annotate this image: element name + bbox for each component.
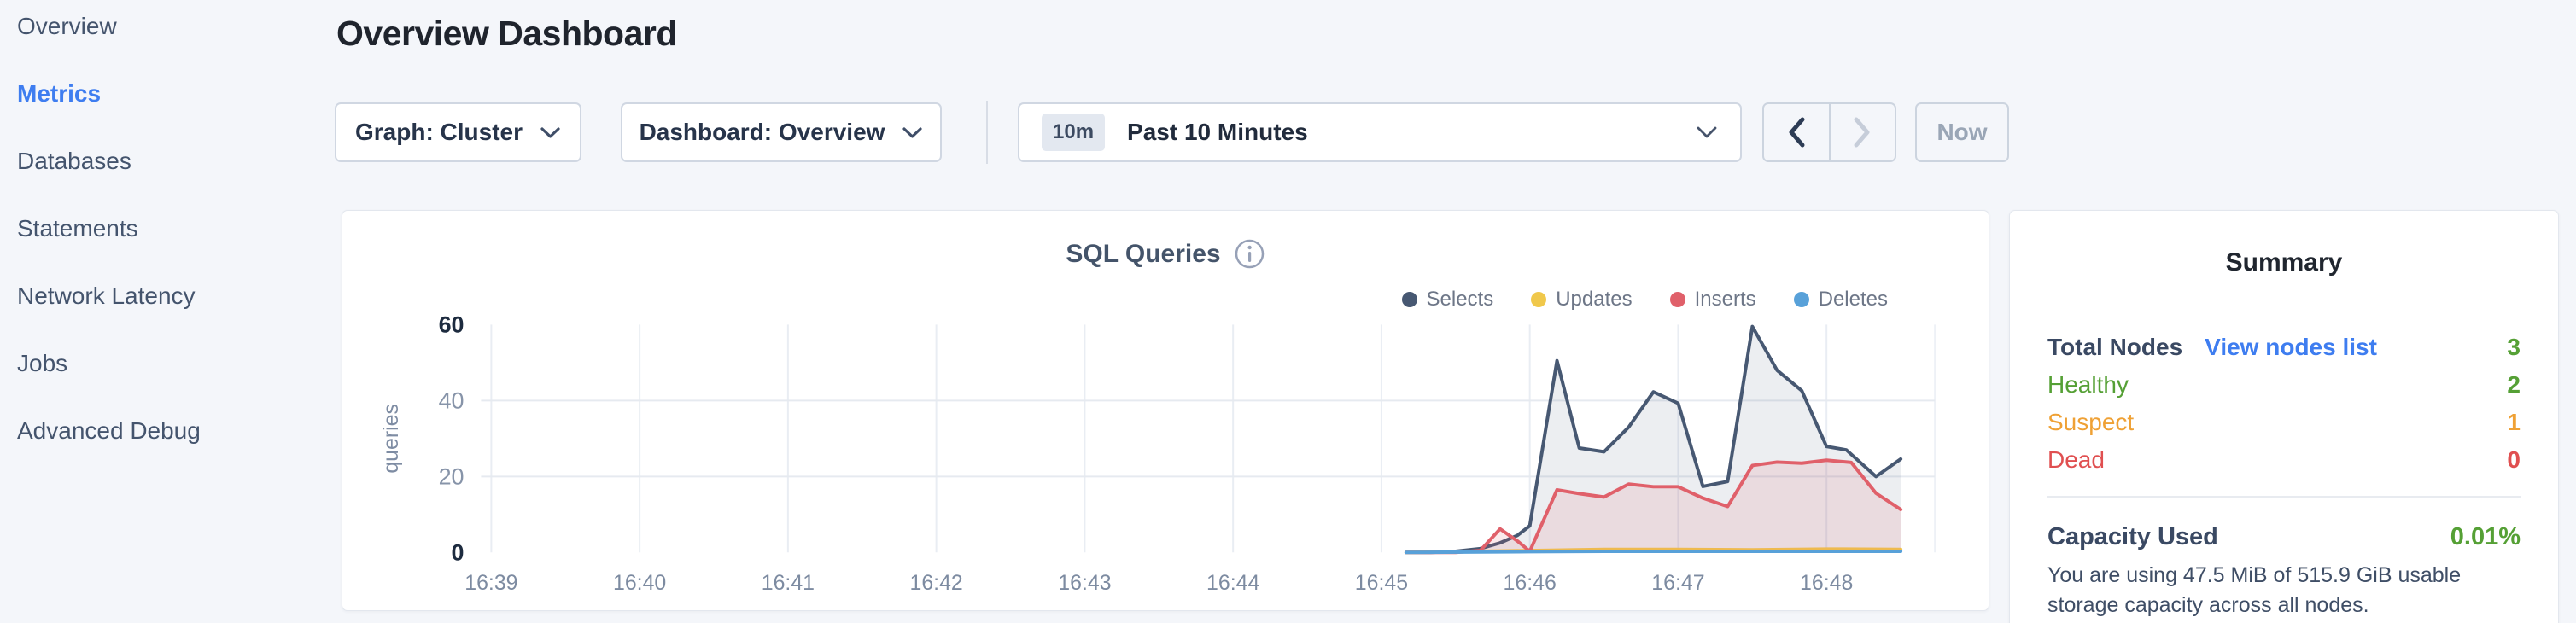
chevron-down-icon <box>902 126 923 139</box>
svg-text:queries: queries <box>379 404 403 474</box>
capacity-used-value: 0.01% <box>2450 522 2521 550</box>
chart-legend: Selects Updates Inserts Deletes <box>1401 288 1888 312</box>
healthy-nodes-row: Healthy 2 <box>2047 366 2521 404</box>
sidebar-item-overview[interactable]: Overview <box>17 12 117 39</box>
summary-title: Summary <box>2225 248 2343 277</box>
chart-title: SQL Queries <box>1066 239 1221 268</box>
svg-text:0: 0 <box>452 539 464 565</box>
chevron-right-icon <box>1851 116 1873 148</box>
healthy-label: Healthy <box>2047 371 2129 398</box>
suspect-label: Suspect <box>2047 409 2135 435</box>
suspect-nodes-row: Suspect 1 <box>2047 404 2521 441</box>
time-range-label: Past 10 Minutes <box>1127 119 1308 145</box>
legend-item-updates[interactable]: Updates <box>1531 288 1633 312</box>
chevron-down-icon <box>1696 125 1718 139</box>
info-icon[interactable] <box>1234 238 1265 270</box>
sidebar-item-jobs[interactable]: Jobs <box>17 349 68 376</box>
sql-queries-chart: 16:39 16:40 16:41 16:42 16:43 16:44 16:45 16:46… <box>379 312 1936 595</box>
sidebar-item-databases[interactable]: Databases <box>17 147 131 174</box>
selects-legend-dot <box>1401 292 1417 307</box>
graph-scope-label: Graph: Cluster <box>354 119 523 145</box>
svg-text:16:42: 16:42 <box>910 571 963 595</box>
legend-label: Inserts <box>1694 288 1756 311</box>
svg-text:16:46: 16:46 <box>1504 571 1557 595</box>
capacity-used-label: Capacity Used <box>2047 522 2218 550</box>
chevron-left-icon <box>1785 116 1808 148</box>
legend-label: Deletes <box>1818 288 1888 311</box>
svg-text:16:48: 16:48 <box>1800 571 1853 595</box>
legend-item-deletes[interactable]: Deletes <box>1793 288 1888 312</box>
time-shift-back-button[interactable] <box>1764 104 1829 160</box>
now-button[interactable]: Now <box>1915 102 2009 162</box>
svg-text:16:45: 16:45 <box>1355 571 1408 595</box>
capacity-caption: You are using 47.5 MiB of 515.9 GiB usab… <box>2047 563 2462 617</box>
legend-label: Updates <box>1556 288 1633 311</box>
legend-item-selects[interactable]: Selects <box>1401 288 1494 312</box>
sidebar-item-advanced-debug[interactable]: Advanced Debug <box>17 416 201 444</box>
svg-text:16:47: 16:47 <box>1651 571 1704 595</box>
svg-text:16:43: 16:43 <box>1058 571 1111 595</box>
view-nodes-list-link[interactable]: View nodes list <box>2205 334 2377 360</box>
total-nodes-value: 3 <box>2507 334 2521 360</box>
svg-text:16:44: 16:44 <box>1206 571 1259 595</box>
svg-text:16:40: 16:40 <box>613 571 666 595</box>
svg-text:16:41: 16:41 <box>762 571 815 595</box>
sidebar-nav: Overview Metrics Databases Statements Ne… <box>0 0 333 464</box>
dead-nodes-row: Dead 0 <box>2047 441 2521 479</box>
summary-card: Summary Total Nodes View nodes list 3 He… <box>2009 210 2559 623</box>
time-range-badge: 10m <box>1042 114 1106 151</box>
legend-label: Selects <box>1426 288 1494 311</box>
updates-legend-dot <box>1531 292 1547 307</box>
svg-text:40: 40 <box>439 387 464 413</box>
svg-text:60: 60 <box>439 312 464 337</box>
time-shift-forward-button[interactable] <box>1828 104 1895 160</box>
dashboard-label: Dashboard: Overview <box>639 119 885 145</box>
sidebar-item-network-latency[interactable]: Network Latency <box>17 282 196 309</box>
total-nodes-row: Total Nodes View nodes list 3 <box>2047 329 2521 366</box>
time-range-selector[interactable]: 10m Past 10 Minutes <box>1018 102 1742 162</box>
dead-value: 0 <box>2507 446 2521 473</box>
svg-text:16:39: 16:39 <box>464 571 517 595</box>
deletes-legend-dot <box>1793 292 1809 307</box>
chevron-down-icon <box>540 126 561 139</box>
dashboard-dropdown[interactable]: Dashboard: Overview <box>621 102 942 162</box>
capacity-row: Capacity Used 0.01% <box>2047 518 2521 556</box>
summary-divider <box>2047 496 2521 498</box>
graph-scope-dropdown[interactable]: Graph: Cluster <box>335 102 581 162</box>
sql-queries-card: SQL Queries Selects Updates Inserts <box>342 210 1989 611</box>
sidebar-item-metrics[interactable]: Metrics <box>17 79 102 107</box>
time-shift-button-group <box>1762 102 1896 162</box>
suspect-value: 1 <box>2507 409 2521 435</box>
healthy-value: 2 <box>2507 371 2521 398</box>
dead-label: Dead <box>2047 446 2105 473</box>
legend-item-inserts[interactable]: Inserts <box>1669 288 1756 312</box>
chart-title-row: SQL Queries <box>342 238 1989 270</box>
total-nodes-label: Total Nodes <box>2047 334 2183 360</box>
sidebar-item-statements[interactable]: Statements <box>17 214 138 242</box>
svg-text:20: 20 <box>439 463 464 489</box>
page-title: Overview Dashboard <box>336 14 677 53</box>
toolbar-divider <box>986 101 988 164</box>
inserts-legend-dot <box>1669 292 1685 307</box>
